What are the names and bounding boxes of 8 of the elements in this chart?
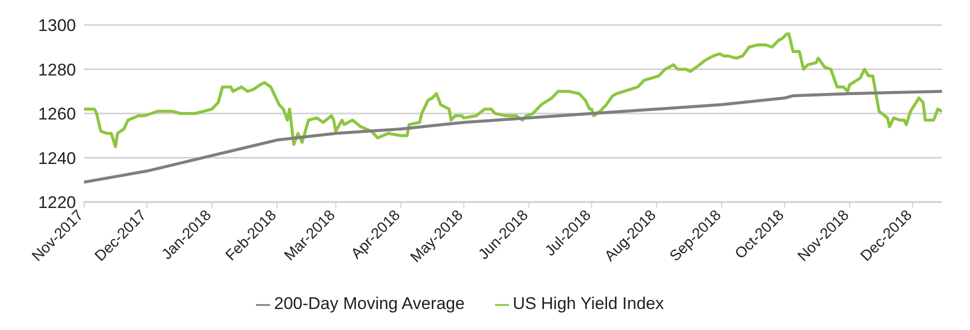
y-tick-label: 1280 xyxy=(38,60,76,80)
line-series xyxy=(84,90,942,184)
y-tick-label: 1260 xyxy=(38,104,76,124)
y-tick-label: 1300 xyxy=(38,16,76,36)
y-tick-label: 1240 xyxy=(38,148,76,168)
legend-label: 200-Day Moving Average xyxy=(274,294,465,313)
legend-label: US High Yield Index xyxy=(512,294,664,313)
line-series xyxy=(84,32,942,148)
